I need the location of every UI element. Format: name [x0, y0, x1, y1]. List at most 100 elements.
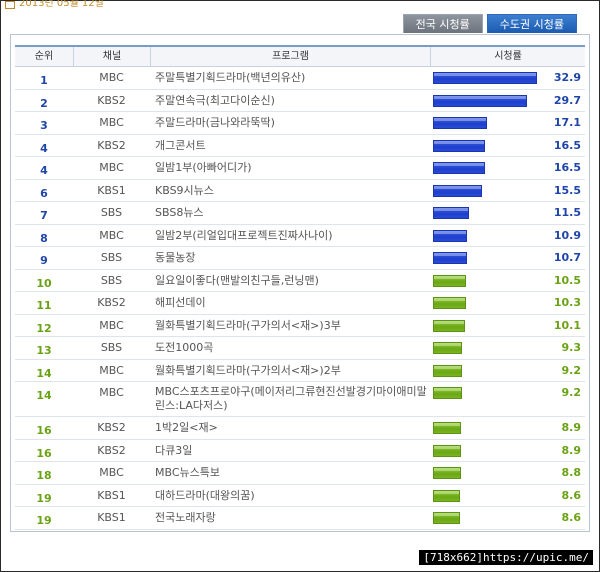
rank-cell: 13 [36, 344, 52, 357]
table-row[interactable]: 7 SBS SBS8뉴스 11.5 [15, 202, 585, 225]
rating-cell: 16.5 [430, 135, 585, 157]
rating-cell: 17.1 [430, 112, 585, 134]
channel-cell: MBC [99, 161, 124, 174]
rating-cell: 8.6 [430, 485, 585, 507]
table-row[interactable]: 16 KBS2 1박2일<재> 8.9 [15, 417, 585, 440]
table-row[interactable]: 19 KBS1 대하드라마(대왕의꿈) 8.6 [15, 485, 585, 507]
channel-cell: MBC [99, 466, 124, 479]
rating-value: 10.3 [553, 296, 581, 309]
table-row[interactable]: 9 SBS 동물농장 10.7 [15, 247, 585, 270]
rating-bar [433, 117, 487, 129]
table-row[interactable]: 4 MBC 일밤1부(아빠어디가) 16.5 [15, 157, 585, 180]
calendar-icon [5, 1, 15, 9]
program-cell: 전국노래자랑 [155, 511, 216, 524]
rating-bar [433, 252, 467, 264]
channel-cell: KBS2 [97, 93, 126, 107]
table-row[interactable]: 14 MBC 월화특별기획드라마(구가의서<재>)2부 9.2 [15, 360, 585, 382]
rating-value: 29.7 [553, 93, 581, 107]
program-cell: 월화특별기획드라마(구가의서<재>)2부 [155, 363, 341, 377]
channel-cell: KBS1 [97, 488, 126, 502]
rating-cell: 8.6 [430, 507, 585, 529]
rating-cell: 29.7 [430, 90, 585, 112]
rating-bar [433, 387, 462, 399]
rating-bar [433, 297, 466, 309]
rank-cell: 18 [36, 469, 52, 482]
channel-cell: KBS2 [97, 443, 126, 457]
rating-bar [433, 342, 462, 354]
program-cell: 주말드라마(금나와라뚝딱) [155, 116, 275, 129]
table-row[interactable]: 16 KBS2 다큐3일 8.9 [15, 440, 585, 462]
ratings-table: 순위 채널 프로그램 시청률 1 MBC 주말특별기획드라마(백년의유산) 32.9 2… [15, 45, 585, 530]
rank-cell: 11 [36, 299, 52, 312]
table-row[interactable]: 1 MBC 주말특별기획드라마(백년의유산) 32.9 [15, 67, 585, 90]
rating-value: 8.6 [561, 488, 582, 502]
table-row[interactable]: 18 MBC MBC뉴스특보 8.8 [15, 462, 585, 485]
program-cell: 해피선데이 [155, 296, 206, 309]
program-cell: 개그콘서트 [155, 138, 206, 152]
channel-cell: SBS [100, 341, 123, 354]
rating-bar [433, 364, 462, 377]
table-row[interactable]: 13 SBS 도전1000곡 9.3 [15, 337, 585, 360]
program-cell: 대하드라마(대왕의꿈) [155, 488, 255, 502]
table-row[interactable]: 10 SBS 일요일이좋다(맨발의친구들,런닝맨) 10.5 [15, 270, 585, 292]
table-row[interactable]: 12 MBC 월화특별기획드라마(구가의서<재>)3부 10.1 [15, 315, 585, 337]
watermark: [718x662]https://upic.me/ [419, 550, 593, 565]
rating-cell: 8.9 [430, 417, 585, 439]
rating-value: 8.9 [561, 421, 582, 434]
rating-value: 8.6 [561, 511, 582, 524]
rating-bar [433, 489, 460, 502]
program-cell: MBC스포츠프로야구(메이저리그류현진선발경기마이애미말린스:LA다저스) [155, 385, 427, 412]
ratings-panel: 순위 채널 프로그램 시청률 1 MBC 주말특별기획드라마(백년의유산) 32.9 2… [10, 34, 590, 532]
rank-cell: 14 [36, 389, 52, 402]
rating-tabs: 전국 시청률 수도권 시청률 [402, 14, 577, 33]
rating-bar [433, 72, 537, 84]
rank-cell: 8 [40, 231, 48, 245]
rank-cell: 12 [36, 321, 52, 335]
table-row[interactable]: 3 MBC 주말드라마(금나와라뚝딱) 17.1 [15, 112, 585, 135]
rank-cell: 19 [36, 491, 52, 505]
channel-cell: SBS [100, 273, 123, 287]
rating-value: 10.7 [553, 251, 581, 264]
table-row[interactable]: 4 KBS2 개그콘서트 16.5 [15, 135, 585, 157]
header-program: 프로그램 [150, 47, 430, 66]
rank-cell: 16 [36, 446, 52, 460]
channel-cell: MBC [99, 71, 124, 84]
channel-cell: KBS2 [97, 296, 126, 309]
rating-cell: 32.9 [430, 67, 585, 89]
rank-cell: 4 [40, 141, 48, 155]
program-cell: 주말연속극(최고다이순신) [155, 93, 275, 107]
table-row[interactable]: 8 MBC 일밤2부(리얼입대프로젝트진짜사나이) 10.9 [15, 225, 585, 247]
rating-bar [433, 94, 527, 107]
rating-cell: 10.5 [430, 270, 585, 292]
rating-value: 15.5 [553, 183, 581, 197]
table-row[interactable]: 19 KBS1 전국노래자랑 8.6 [15, 507, 585, 530]
rating-bar [433, 229, 467, 242]
rating-cell: 10.7 [430, 247, 585, 269]
table-row[interactable]: 14 MBC MBC스포츠프로야구(메이저리그류현진선발경기마이애미말린스:LA다저… [15, 382, 585, 417]
channel-cell: KBS1 [97, 511, 126, 524]
rank-cell: 3 [40, 119, 48, 132]
rating-cell: 11.5 [430, 202, 585, 224]
rating-bar [433, 512, 460, 524]
channel-cell: MBC [99, 363, 124, 377]
header-rank: 순위 [34, 51, 54, 62]
table-row[interactable]: 6 KBS1 KBS9시뉴스 15.5 [15, 180, 585, 202]
rating-cell: 8.8 [430, 462, 585, 484]
rating-value: 8.8 [561, 466, 582, 479]
tab-capital-rating[interactable]: 수도권 시청률 [486, 14, 577, 33]
channel-cell: KBS1 [97, 183, 126, 197]
rank-cell: 16 [36, 424, 52, 437]
program-cell: KBS9시뉴스 [155, 183, 214, 197]
rating-value: 10.1 [553, 318, 581, 332]
rating-bar [433, 467, 461, 479]
rating-bar [433, 139, 485, 152]
rating-value: 10.5 [553, 273, 581, 287]
table-row[interactable]: 11 KBS2 해피선데이 10.3 [15, 292, 585, 315]
header-rating: 시청률 [430, 47, 585, 66]
channel-cell: SBS [100, 206, 123, 219]
rating-cell: 16.5 [430, 157, 585, 179]
rank-cell: 4 [40, 164, 48, 177]
tab-national-rating[interactable]: 전국 시청률 [402, 14, 483, 33]
table-row[interactable]: 2 KBS2 주말연속극(최고다이순신) 29.7 [15, 90, 585, 112]
rating-value: 11.5 [553, 206, 581, 219]
